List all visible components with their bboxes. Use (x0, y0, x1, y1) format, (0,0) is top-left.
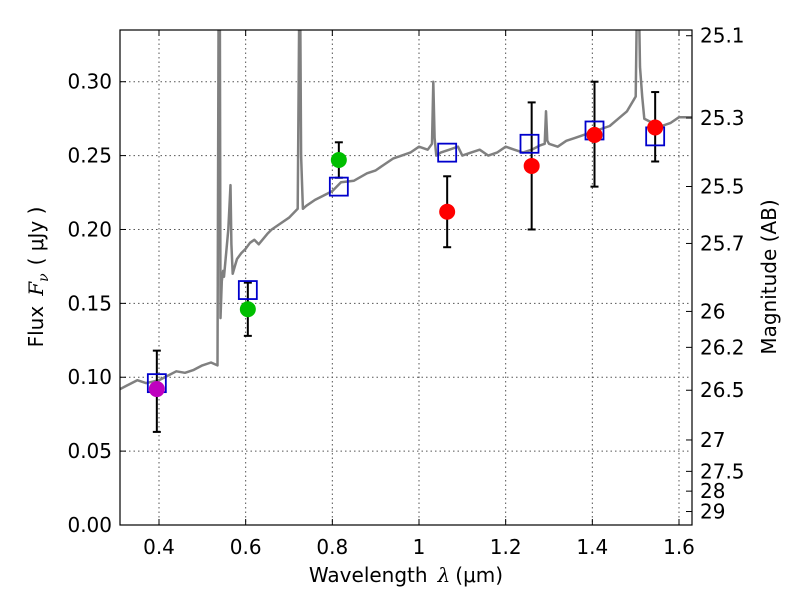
y-tick-label: 0.10 (67, 365, 112, 389)
model-photometry-square (519, 133, 540, 154)
observed-point (523, 157, 540, 174)
axis-tick-labels: 0.4 0.6 0.8 1 1.2 1.4 1.6 0.00 0.05 0.10 0.15 0.20 0… (67, 24, 744, 559)
grid (120, 30, 692, 525)
x-tick-label: 1.4 (576, 535, 608, 559)
y2-tick-label: 28 (700, 479, 725, 503)
y-tick-label: 0.15 (67, 291, 112, 315)
y2-tick-label: 25.7 (700, 231, 745, 255)
y-tick-label: 0.05 (67, 439, 112, 463)
observed-point (239, 301, 256, 318)
y-axis-label: FluxFν( μJy ) (24, 207, 52, 348)
y2-tick-label: 25.5 (700, 174, 745, 198)
y2-tick-label: 25.1 (700, 24, 745, 48)
y-tick-label: 0.25 (67, 144, 112, 168)
model-photometry-square (437, 142, 458, 163)
y-tick-label: 0.00 (67, 513, 112, 537)
y2-tick-label: 25.3 (700, 106, 745, 130)
y2-tick-label: 27 (700, 428, 725, 452)
x-tick-label: 0.8 (316, 535, 348, 559)
x-axis-label: Wavelength λ (μm) (309, 563, 503, 587)
model-photometry-square (328, 176, 349, 197)
y2-tick-label: 27.5 (700, 459, 745, 483)
x-tick-label: 1.2 (490, 535, 522, 559)
observed-point (647, 119, 664, 136)
observed-point (439, 203, 456, 220)
y2-tick-label: 26 (700, 299, 725, 323)
y-tick-label: 0.30 (67, 70, 112, 94)
y-tick-label: 0.20 (67, 217, 112, 241)
x-tick-label: 0.6 (230, 535, 262, 559)
x-tick-label: 1.6 (663, 535, 695, 559)
x-tick-label: 1 (413, 535, 426, 559)
model-photometry-square (237, 280, 258, 300)
y2-tick-label: 29 (700, 500, 725, 524)
observed-point (330, 152, 347, 169)
y2-tick-label: 26.5 (700, 378, 745, 402)
axis-ticks (120, 30, 692, 526)
observed-point (586, 126, 603, 143)
model-photometry-layer (146, 120, 666, 394)
x-tick-label: 0.4 (143, 535, 175, 559)
observed-point (148, 381, 165, 398)
plot-frame (119, 29, 693, 526)
y2-axis-label: Magnitude (AB) (757, 199, 781, 354)
observed-photometry-layer (148, 119, 664, 398)
spectrum-line (120, 30, 692, 391)
spectrum-layer (120, 30, 692, 391)
y2-tick-label: 26.2 (700, 335, 745, 359)
